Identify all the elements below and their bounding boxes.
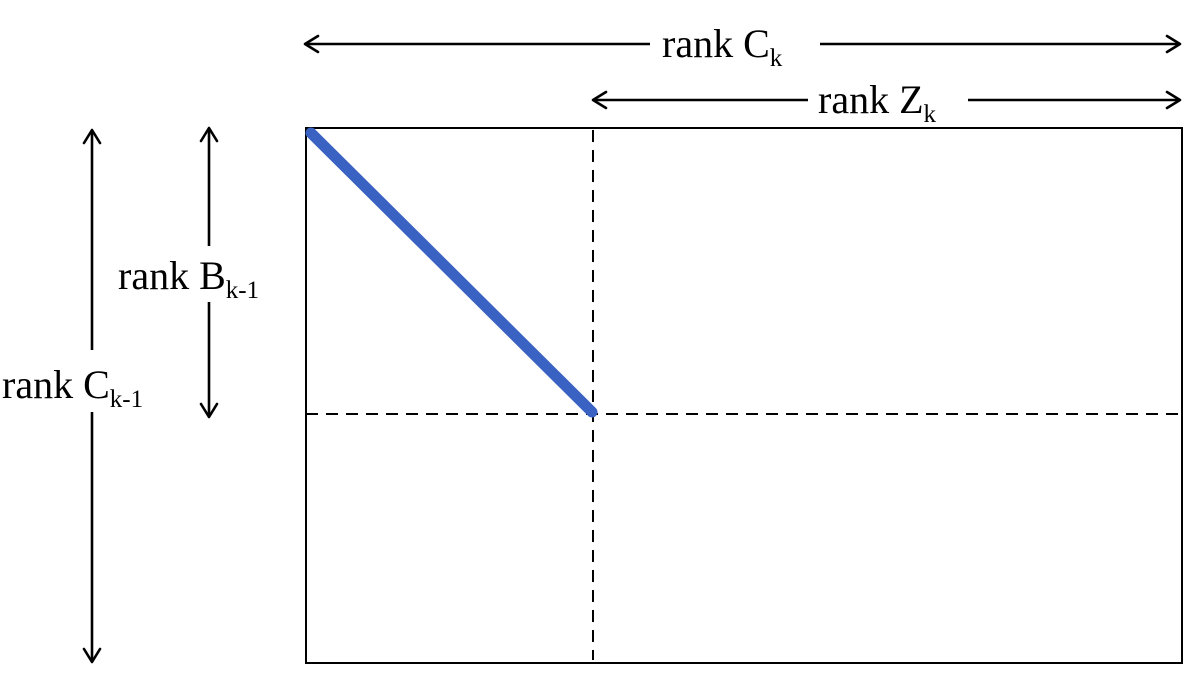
rank-ck-label: rank Ck — [662, 21, 783, 72]
rank-ck1-label: rank Ck-1 — [2, 362, 143, 413]
rank-bk1-label: rank Bk-1 — [118, 253, 259, 304]
rank-zk-arrow — [591, 90, 1182, 110]
rank-ck1-arrowhead-bottom — [82, 647, 102, 664]
identity-diagonal — [305, 127, 598, 418]
rank-ck1-arrow — [82, 128, 102, 664]
rank-ck-arrowhead-left — [303, 34, 320, 54]
rank-bk1-arrowhead-bottom — [199, 402, 219, 419]
rank-ck1-arrowhead-top — [82, 128, 102, 145]
matrix-frame — [305, 127, 1183, 664]
rank-zk-arrowhead-right — [1165, 90, 1182, 110]
rank-ck-arrowhead-right — [1165, 34, 1182, 54]
rank-zk-label: rank Zk — [818, 77, 937, 128]
rank-ck-arrow — [303, 34, 1182, 54]
rank-bk1-arrowhead-top — [199, 126, 219, 143]
rank-bk1-arrow — [199, 126, 219, 419]
rank-zk-arrowhead-left — [591, 90, 608, 110]
